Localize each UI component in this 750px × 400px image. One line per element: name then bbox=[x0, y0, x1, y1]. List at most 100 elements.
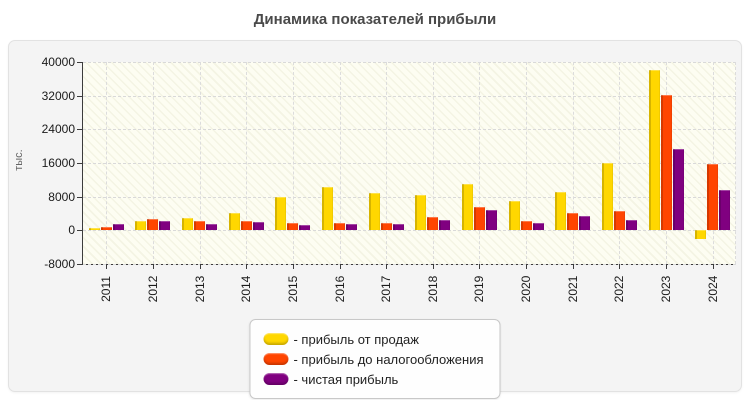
x-tick-label: 2024 bbox=[705, 275, 720, 303]
x-tick-label: 2019 bbox=[472, 275, 487, 303]
legend-label: - чистая прибыль bbox=[293, 371, 399, 387]
legend-label: - прибыль от продаж bbox=[293, 331, 419, 347]
gridline-vertical bbox=[432, 62, 434, 264]
bar-sales-profit-2013 bbox=[182, 217, 194, 231]
gridline-vertical bbox=[619, 62, 621, 264]
bar-net-profit-2016 bbox=[346, 224, 358, 231]
y-tick-label: 32000 bbox=[41, 88, 75, 103]
bar-net-profit-2012 bbox=[159, 221, 171, 231]
bar-sales-profit-2020 bbox=[508, 200, 520, 231]
gridline-vertical bbox=[572, 62, 574, 264]
x-tick-mark bbox=[432, 264, 434, 269]
x-tick-mark bbox=[572, 264, 574, 269]
bar-sales-profit-2016 bbox=[322, 186, 334, 231]
bar-pretax-profit-2018 bbox=[427, 216, 439, 231]
x-tick-label: 2016 bbox=[332, 275, 347, 303]
bar-sales-profit-2023 bbox=[648, 70, 660, 231]
bar-net-profit-2019 bbox=[485, 210, 497, 231]
bar-net-profit-2022 bbox=[625, 220, 637, 231]
y-tick-mark bbox=[77, 62, 83, 63]
plot-area bbox=[77, 62, 736, 269]
gridline-vertical bbox=[246, 62, 248, 264]
gridline-horizontal bbox=[83, 129, 736, 131]
x-tick-mark bbox=[619, 264, 621, 269]
x-tick-mark bbox=[152, 264, 154, 269]
y-tick-mark bbox=[77, 129, 83, 131]
y-tick-label: 24000 bbox=[41, 122, 75, 137]
gridline-vertical bbox=[386, 62, 388, 264]
bar-net-profit-2015 bbox=[299, 224, 311, 231]
x-tick-label: 2022 bbox=[612, 275, 627, 303]
bar-pretax-profit-2013 bbox=[194, 221, 206, 231]
bar-pretax-profit-2019 bbox=[473, 207, 485, 231]
x-tick-mark bbox=[339, 264, 341, 269]
x-tick-label: 2013 bbox=[192, 275, 207, 303]
legend-item: - прибыль до налогообложения bbox=[263, 349, 484, 369]
legend-swatch-sales-profit bbox=[263, 333, 289, 345]
x-tick-label: 2020 bbox=[519, 275, 534, 303]
bar-pretax-profit-2014 bbox=[240, 221, 252, 231]
x-tick-label: 2011 bbox=[99, 276, 114, 302]
bar-net-profit-2018 bbox=[439, 219, 451, 231]
x-tick-label: 2017 bbox=[379, 275, 394, 303]
bar-pretax-profit-2020 bbox=[520, 221, 532, 231]
gridline-horizontal bbox=[83, 264, 736, 265]
x-tick-mark bbox=[712, 264, 714, 269]
gridline-vertical bbox=[152, 62, 154, 264]
x-tick-label: 2015 bbox=[285, 275, 300, 303]
bar-pretax-profit-2011 bbox=[100, 227, 112, 231]
gridline-horizontal bbox=[83, 163, 736, 164]
bar-sales-profit-2015 bbox=[275, 197, 287, 231]
gridline-vertical bbox=[712, 62, 714, 264]
bar-sales-profit-2017 bbox=[368, 192, 380, 231]
x-tick-label: 2018 bbox=[425, 275, 440, 303]
x-tick-mark bbox=[106, 264, 108, 269]
y-tick-label: 16000 bbox=[41, 156, 75, 170]
legend-swatch-net-profit bbox=[263, 373, 289, 385]
x-tick-mark bbox=[246, 264, 248, 269]
x-tick-mark bbox=[386, 264, 388, 269]
x-tick-mark bbox=[199, 264, 201, 269]
bar-pretax-profit-2012 bbox=[147, 219, 159, 231]
gridline-vertical bbox=[339, 62, 341, 264]
gridline-vertical bbox=[479, 62, 481, 264]
gridline-horizontal bbox=[83, 95, 736, 97]
gridline-horizontal bbox=[83, 62, 736, 63]
x-tick-mark bbox=[292, 264, 294, 269]
legend: - прибыль от продаж - прибыль до налогооб… bbox=[249, 319, 501, 399]
y-tick-label: 8000 bbox=[48, 189, 75, 204]
bar-net-profit-2014 bbox=[252, 222, 264, 231]
gridline-vertical bbox=[526, 62, 528, 264]
bar-pretax-profit-2022 bbox=[613, 210, 625, 231]
gridline-vertical bbox=[199, 62, 201, 264]
gridline-vertical bbox=[106, 62, 108, 264]
legend-item: - прибыль от продаж bbox=[263, 329, 483, 349]
legend-label: - прибыль до налогообложения bbox=[293, 351, 484, 367]
bar-sales-profit-2024 bbox=[695, 230, 707, 239]
bar-pretax-profit-2023 bbox=[660, 94, 672, 231]
y-tick-mark bbox=[77, 95, 83, 97]
bar-net-profit-2023 bbox=[672, 149, 684, 231]
legend-item: - чистая прибыль bbox=[263, 369, 483, 389]
chart-title: Динамика показателей прибыли bbox=[253, 11, 497, 28]
x-tick-label: 2021 bbox=[565, 275, 580, 303]
bar-pretax-profit-2021 bbox=[567, 213, 579, 231]
bar-sales-profit-2019 bbox=[461, 184, 473, 231]
bar-sales-profit-2014 bbox=[228, 212, 240, 231]
x-tick-label: 2012 bbox=[145, 275, 160, 303]
bar-net-profit-2011 bbox=[112, 224, 124, 231]
bar-pretax-profit-2015 bbox=[287, 223, 299, 231]
bar-sales-profit-2018 bbox=[415, 194, 427, 231]
bar-sales-profit-2012 bbox=[135, 221, 147, 231]
gridline-vertical bbox=[735, 62, 736, 264]
gridline-horizontal bbox=[83, 196, 736, 198]
bar-sales-profit-2011 bbox=[88, 227, 100, 231]
bar-net-profit-2013 bbox=[206, 223, 218, 231]
bar-net-profit-2021 bbox=[579, 216, 591, 231]
y-tick-mark bbox=[77, 196, 83, 198]
x-tick-label: 2023 bbox=[659, 275, 674, 303]
gridline-horizontal bbox=[83, 230, 736, 232]
gridline-vertical bbox=[292, 62, 294, 264]
bar-pretax-profit-2016 bbox=[334, 223, 346, 231]
